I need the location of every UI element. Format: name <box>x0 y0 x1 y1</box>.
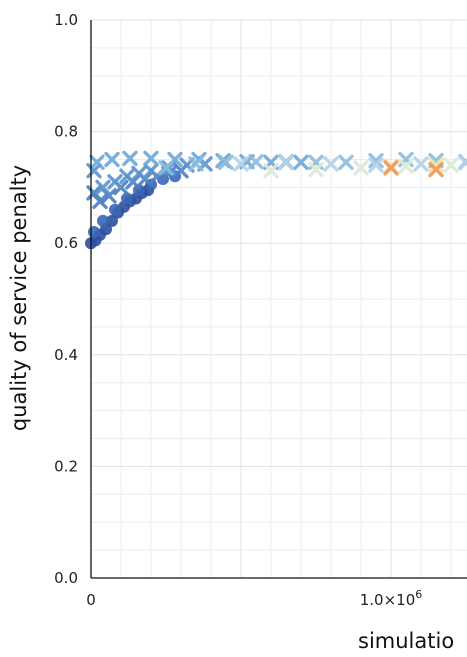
data-point <box>443 157 459 173</box>
series-3 <box>86 156 213 196</box>
data-point <box>338 154 354 170</box>
data-point <box>278 155 294 171</box>
data-point <box>398 158 414 174</box>
y-tick-label: 0.2 <box>54 457 78 475</box>
x-axis-label: simulatio <box>358 629 454 653</box>
y-tick-label: 0.0 <box>54 569 78 587</box>
data-point <box>88 226 100 239</box>
data-point <box>143 150 159 167</box>
data-point <box>248 154 264 170</box>
data-point <box>143 162 159 179</box>
data-point <box>121 192 133 205</box>
data-point <box>323 156 339 172</box>
data-point <box>109 203 121 216</box>
data-point <box>263 162 279 179</box>
y-tick-label: 1.0 <box>54 11 78 29</box>
data-point <box>188 156 204 172</box>
y-tick-label: 0.8 <box>54 123 78 141</box>
data-point <box>428 157 444 173</box>
series-7 <box>263 157 459 179</box>
x-tick-label: 0 <box>86 591 96 609</box>
data-point <box>158 160 174 176</box>
data-point <box>368 157 384 173</box>
data-point <box>428 161 444 178</box>
y-axis-label: quality of service penalty <box>7 165 31 431</box>
data-point <box>92 193 108 210</box>
data-point <box>97 214 109 227</box>
grid <box>90 19 467 579</box>
series-6 <box>233 155 467 173</box>
data-point <box>368 152 384 169</box>
data-point <box>107 174 123 190</box>
data-point <box>106 214 118 227</box>
data-point <box>293 154 309 170</box>
data-point <box>413 156 429 172</box>
y-tick-label: 0.4 <box>54 346 78 364</box>
tick-labels: 0.00.20.40.60.81.001.0×1062.0×106 <box>54 11 423 609</box>
series-10 <box>383 160 444 178</box>
y-tick-label: 0.6 <box>54 234 78 252</box>
data-point <box>458 155 467 171</box>
data-point <box>95 179 111 196</box>
x-tick-label: 1.0×106 <box>360 588 423 609</box>
data-point <box>86 162 102 179</box>
data-point <box>131 165 147 182</box>
data-point <box>89 154 105 170</box>
data-point <box>218 154 234 170</box>
data-point <box>104 151 120 168</box>
data-point <box>308 161 324 178</box>
data-point <box>233 156 249 172</box>
data-point <box>122 150 138 167</box>
data-points <box>85 150 467 250</box>
data-point <box>119 168 135 184</box>
data-point <box>383 160 399 176</box>
data-point <box>353 160 369 176</box>
